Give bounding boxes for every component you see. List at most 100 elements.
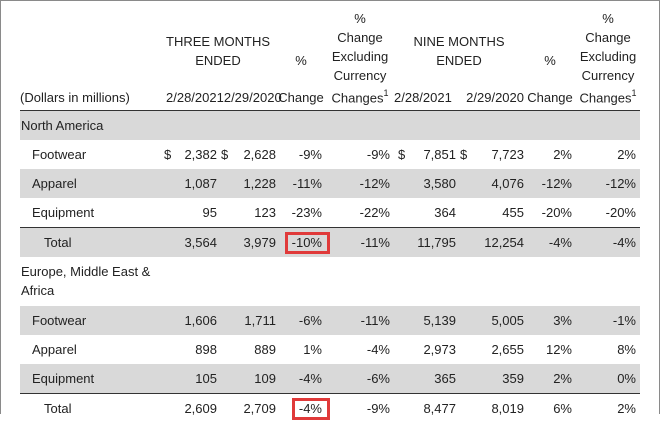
total-row: Total 3,564 3,979 -10% -11% 11,795 12,25…: [20, 228, 640, 258]
highlighted-cell: -10%: [276, 228, 326, 258]
currency-symbol: [394, 306, 408, 335]
cell-value: -12%: [576, 169, 640, 198]
cell-value: -20%: [524, 198, 576, 228]
table-row: Footwear $ 2,382 $ 2,628 -9% -9% $ 7,851…: [20, 140, 640, 169]
currency-symbol: [160, 228, 172, 258]
cell-value: 7,723: [468, 140, 524, 169]
cell-value: -6%: [276, 306, 326, 335]
cell-value: 2%: [576, 394, 640, 423]
cell-value: -22%: [326, 198, 394, 228]
currency-symbol: [160, 335, 172, 364]
cell-value: 2%: [524, 364, 576, 394]
currency-symbol: [394, 198, 408, 228]
cell-value: 2,655: [468, 335, 524, 364]
cell-value: 1,711: [229, 306, 276, 335]
cell-value: -9%: [276, 140, 326, 169]
row-label: Equipment: [20, 364, 160, 394]
table-row: Footwear 1,606 1,711 -6% -11% 5,139 5,00…: [20, 306, 640, 335]
currency-symbol: [217, 335, 229, 364]
currency-symbol: $: [160, 140, 172, 169]
currency-symbol: [160, 169, 172, 198]
currency-symbol: [456, 169, 468, 198]
revenue-by-region-table: (Dollars in millions) THREE MONTHS ENDED…: [20, 1, 640, 423]
cell-value: 2,382: [172, 140, 217, 169]
region-name: Europe, Middle East & Africa: [20, 257, 640, 306]
col-date-3m-2021: 2/28/2021: [166, 88, 224, 107]
cell-value: -6%: [326, 364, 394, 394]
currency-symbol: [456, 335, 468, 364]
currency-symbol: $: [394, 140, 408, 169]
cell-value: 105: [172, 364, 217, 394]
cell-value: 2,609: [172, 394, 217, 423]
currency-symbol: $: [217, 140, 229, 169]
cell-value: 359: [468, 364, 524, 394]
row-label: Footwear: [20, 306, 160, 335]
currency-symbol: [160, 364, 172, 394]
cell-value: 109: [229, 364, 276, 394]
highlighted-cell: -4%: [276, 394, 326, 423]
nine-months-header: NINE MONTHS ENDED 2/28/2021 2/29/2020: [394, 1, 524, 111]
cell-value: -12%: [326, 169, 394, 198]
cell-value: 5,005: [468, 306, 524, 335]
cell-value: 123: [229, 198, 276, 228]
highlight-box: -10%: [285, 232, 330, 254]
currency-symbol: [217, 306, 229, 335]
region-row: North America: [20, 111, 640, 141]
currency-symbol: [217, 394, 229, 423]
total-row: Total 2,609 2,709 -4% -9% 8,477 8,019 6%…: [20, 394, 640, 423]
col-date-9m-2021: 2/28/2021: [394, 88, 452, 107]
cell-value: 7,851: [408, 140, 456, 169]
cell-value: -11%: [326, 306, 394, 335]
row-label: Footwear: [20, 140, 160, 169]
currency-symbol: [217, 169, 229, 198]
cell-value: -9%: [326, 394, 394, 423]
table-row: Equipment 95 123 -23% -22% 364 455 -20% …: [20, 198, 640, 228]
cell-value: -4%: [276, 364, 326, 394]
cell-value: 1,228: [229, 169, 276, 198]
row-label: Equipment: [20, 198, 160, 228]
cell-value: -9%: [326, 140, 394, 169]
row-label: Apparel: [20, 335, 160, 364]
cell-value: 3%: [524, 306, 576, 335]
cell-value: -23%: [276, 198, 326, 228]
col-change-ex-currency-9m: % Change Excluding Currency Changes1: [576, 1, 640, 111]
cell-value: 1,606: [172, 306, 217, 335]
col-change-ex-currency-3m: % Change Excluding Currency Changes1: [326, 1, 394, 111]
cell-value: 2,973: [408, 335, 456, 364]
table-row: Apparel 1,087 1,228 -11% -12% 3,580 4,07…: [20, 169, 640, 198]
three-months-header: THREE MONTHS ENDED 2/28/2021 2/29/2020: [160, 1, 276, 111]
cell-value: -4%: [326, 335, 394, 364]
units-label: (Dollars in millions): [20, 1, 160, 111]
row-label: Total: [20, 228, 160, 258]
currency-symbol: [217, 364, 229, 394]
currency-symbol: [394, 394, 408, 423]
cell-value: -4%: [576, 228, 640, 258]
currency-symbol: [160, 198, 172, 228]
cell-value: 12,254: [468, 228, 524, 258]
cell-value: 2,709: [229, 394, 276, 423]
currency-symbol: [394, 335, 408, 364]
table-header: (Dollars in millions) THREE MONTHS ENDED…: [20, 1, 640, 111]
cell-value: 3,580: [408, 169, 456, 198]
row-label: Apparel: [20, 169, 160, 198]
cell-value: 898: [172, 335, 217, 364]
currency-symbol: [394, 228, 408, 258]
currency-symbol: [456, 198, 468, 228]
cell-value: -4%: [524, 228, 576, 258]
cell-value: -20%: [576, 198, 640, 228]
region-row: Europe, Middle East & Africa: [20, 257, 640, 306]
cell-value: 455: [468, 198, 524, 228]
cell-value: -11%: [276, 169, 326, 198]
currency-symbol: [456, 364, 468, 394]
cell-value: 364: [408, 198, 456, 228]
cell-value: 3,564: [172, 228, 217, 258]
currency-symbol: [456, 306, 468, 335]
cell-value: 8,477: [408, 394, 456, 423]
cell-value: 2%: [524, 140, 576, 169]
cell-value: 4,076: [468, 169, 524, 198]
cell-value: 12%: [524, 335, 576, 364]
col-change-3m: % Change: [276, 1, 326, 111]
cell-value: 6%: [524, 394, 576, 423]
col-change-9m: % Change: [524, 1, 576, 111]
currency-symbol: [160, 394, 172, 423]
